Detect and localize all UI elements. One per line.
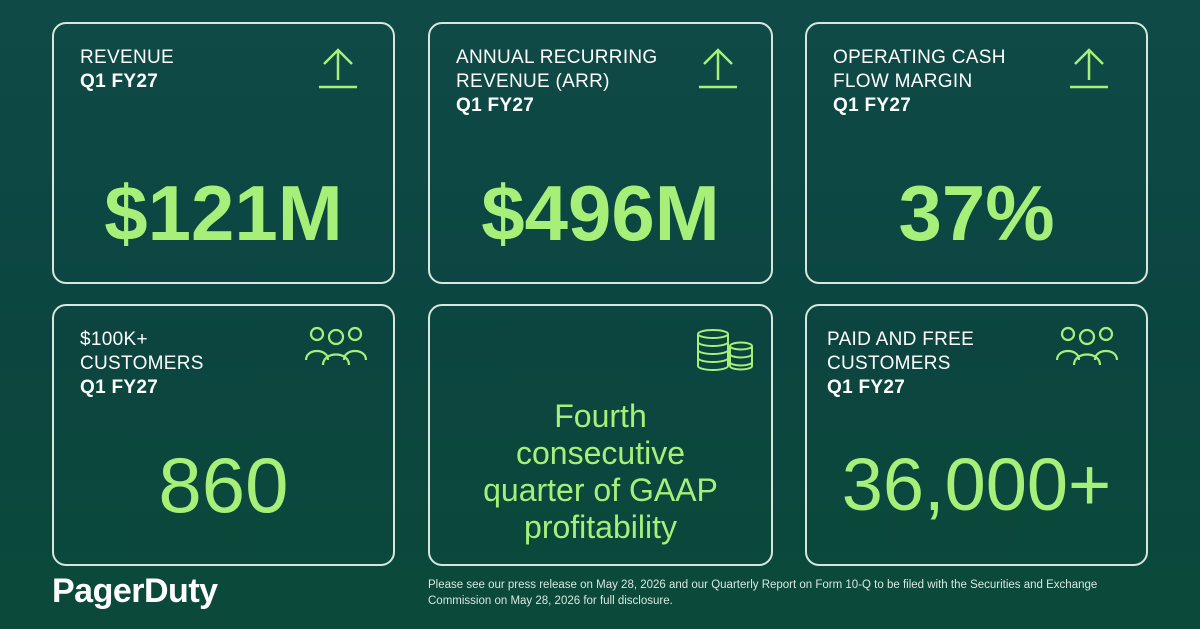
large-customers-period: Q1 FY27	[80, 377, 159, 398]
paid-free-label: PAID AND FREE CUSTOMERS Q1 FY27	[827, 328, 974, 400]
paid-free-period: Q1 FY27	[827, 377, 906, 398]
paid-free-customers-card: PAID AND FREE CUSTOMERS Q1 FY27 36,000+	[805, 304, 1148, 566]
gaap-line4: profitability	[524, 509, 677, 545]
arr-value: $496M	[481, 169, 720, 257]
arrow-up-icon	[315, 46, 361, 95]
cash-flow-label-line1: OPERATING CASH	[833, 47, 1006, 68]
large-customers-label: $100K+ CUSTOMERS Q1 FY27	[80, 328, 204, 400]
large-customers-label-line2: CUSTOMERS	[80, 353, 204, 374]
large-customers-card: $100K+ CUSTOMERS Q1 FY27 860	[52, 304, 395, 566]
arrow-up-icon	[1066, 46, 1112, 95]
cash-flow-label-line2: FLOW MARGIN	[833, 71, 973, 92]
arr-label-line2: REVENUE (ARR)	[456, 71, 610, 92]
gaap-line3: quarter of GAAP	[483, 472, 718, 508]
disclaimer-text: Please see our press release on May 28, …	[428, 579, 1098, 607]
arrow-up-icon	[695, 46, 741, 95]
paid-free-value: 36,000+	[841, 443, 1112, 526]
cash-flow-card: OPERATING CASH FLOW MARGIN Q1 FY27 37%	[805, 22, 1148, 284]
cash-flow-period: Q1 FY27	[833, 95, 912, 116]
gaap-line1: Fourth	[554, 398, 647, 434]
cash-flow-label: OPERATING CASH FLOW MARGIN Q1 FY27	[833, 46, 1006, 118]
people-group-icon	[303, 324, 369, 371]
arr-card: ANNUAL RECURRING REVENUE (ARR) Q1 FY27 $…	[428, 22, 773, 284]
revenue-label: REVENUE Q1 FY27	[80, 46, 174, 94]
large-customers-value: 860	[158, 441, 289, 529]
cash-flow-value: 37%	[898, 169, 1055, 257]
arr-label-line1: ANNUAL RECURRING	[456, 47, 658, 68]
arr-period: Q1 FY27	[456, 95, 535, 116]
revenue-value: $121M	[104, 169, 343, 257]
revenue-card: REVENUE Q1 FY27 $121M	[52, 22, 395, 284]
paid-free-label-line2: CUSTOMERS	[827, 353, 951, 374]
revenue-period: Q1 FY27	[80, 71, 159, 92]
gaap-statement: Fourth consecutive quarter of GAAP profi…	[430, 398, 771, 546]
gaap-line2: consecutive	[516, 435, 685, 471]
arr-label: ANNUAL RECURRING REVENUE (ARR) Q1 FY27	[456, 46, 658, 118]
large-customers-label-line1: $100K+	[80, 329, 148, 350]
paid-free-label-line1: PAID AND FREE	[827, 329, 975, 350]
people-group-icon	[1054, 324, 1120, 371]
coin-stacks-icon	[693, 328, 755, 377]
gaap-card: Fourth consecutive quarter of GAAP profi…	[428, 304, 773, 566]
revenue-label-text: REVENUE	[80, 47, 174, 68]
pagerduty-logo: PagerDuty	[52, 572, 218, 610]
